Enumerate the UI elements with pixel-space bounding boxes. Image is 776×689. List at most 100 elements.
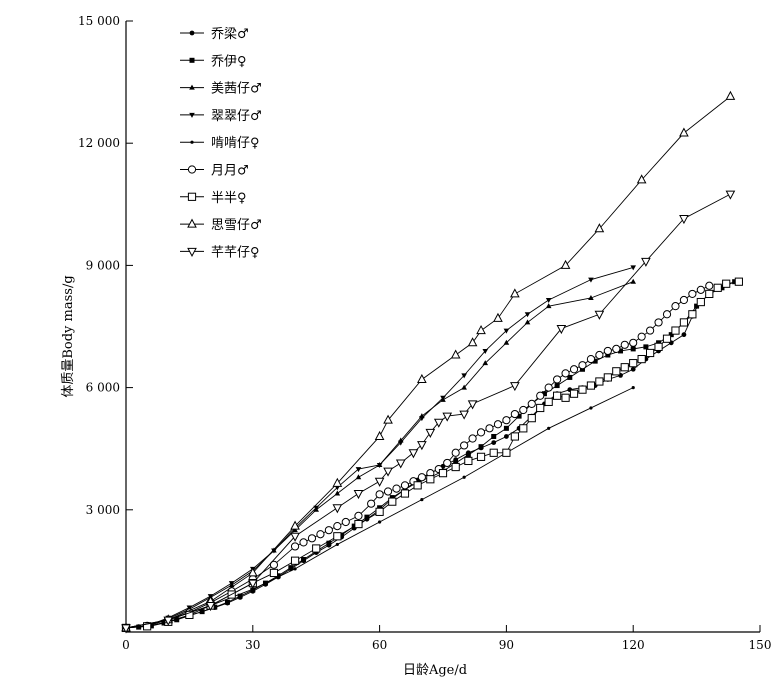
data-point: [545, 298, 552, 304]
data-point: [148, 623, 154, 629]
data-point: [269, 568, 279, 578]
data-point: [502, 416, 511, 425]
data-point: [397, 440, 404, 446]
series-line: [125, 285, 710, 629]
data-point: [524, 312, 531, 318]
data-point: [461, 384, 467, 390]
data-point: [491, 440, 497, 445]
legend-label: 乔梁♂: [211, 27, 249, 42]
data-point: [688, 289, 697, 299]
series-7: [121, 277, 743, 633]
data-point: [367, 499, 376, 508]
legend-label: 美茜仔♂: [211, 82, 262, 97]
data-point: [544, 383, 553, 392]
data-point: [679, 127, 689, 137]
legend-label: 月月♂: [211, 164, 249, 179]
x-axis-title: 日龄Age/d: [403, 663, 467, 678]
data-point: [376, 462, 383, 468]
legend-label: 啃啃仔♀: [211, 135, 260, 151]
data-point: [341, 517, 350, 527]
data-point: [705, 289, 714, 299]
data-point: [544, 397, 553, 406]
legend-marker: [189, 57, 195, 63]
data-point: [339, 532, 345, 538]
data-point: [588, 277, 594, 283]
data-point: [333, 532, 342, 541]
data-point: [630, 278, 636, 284]
data-point: [326, 540, 332, 546]
data-point: [383, 487, 393, 496]
data-point: [354, 519, 363, 529]
data-point: [516, 413, 522, 419]
data-point: [527, 414, 536, 423]
y-tick-label: 9 000: [86, 258, 120, 272]
data-point: [491, 433, 497, 439]
data-point: [629, 359, 638, 368]
data-point: [489, 448, 498, 457]
data-point: [594, 310, 605, 320]
x-tick-label: 30: [245, 638, 260, 652]
data-point: [732, 279, 738, 285]
data-point: [662, 334, 672, 343]
data-point: [722, 279, 731, 288]
data-point: [440, 395, 446, 401]
data-point: [143, 622, 152, 631]
data-point: [228, 581, 235, 587]
data-point: [553, 375, 562, 384]
data-point: [212, 604, 218, 610]
data-point: [662, 310, 672, 319]
data-point: [312, 544, 321, 553]
data-point: [460, 441, 469, 450]
data-point: [174, 617, 180, 623]
data-point: [569, 389, 579, 398]
data-point: [643, 344, 649, 350]
data-point: [451, 448, 460, 457]
data-point: [459, 410, 469, 420]
series-line: [125, 316, 693, 628]
data-point: [324, 526, 333, 535]
legend-marker: [189, 112, 195, 118]
data-point: [205, 602, 216, 612]
data-point: [353, 490, 364, 500]
data-point: [536, 391, 545, 400]
data-point: [586, 354, 596, 364]
data-point: [641, 257, 651, 267]
data-point: [290, 542, 300, 551]
data-point: [408, 449, 419, 459]
data-point: [288, 565, 294, 571]
data-point: [578, 385, 587, 394]
data-point: [595, 377, 604, 386]
data-point: [725, 90, 736, 100]
data-point: [694, 303, 700, 309]
data-point: [719, 285, 725, 291]
data-point: [467, 400, 478, 410]
data-point: [467, 337, 478, 347]
data-point: [560, 259, 571, 269]
data-point: [271, 548, 277, 554]
x-tick-label: 120: [622, 638, 645, 652]
data-point: [618, 348, 624, 354]
data-point: [476, 428, 486, 437]
data-point: [629, 338, 638, 347]
data-point: [290, 520, 300, 530]
data-point: [413, 481, 422, 490]
data-point: [510, 432, 519, 441]
data-point: [519, 424, 528, 433]
data-point: [536, 403, 545, 413]
data-point: [586, 381, 596, 390]
legend-marker: [189, 84, 195, 90]
data-point: [355, 474, 362, 480]
data-point: [636, 174, 647, 184]
data-point: [354, 511, 363, 521]
data-point: [493, 420, 503, 429]
data-point: [426, 475, 435, 484]
data-point: [121, 624, 131, 634]
series-2: [123, 279, 738, 631]
data-point: [493, 312, 503, 322]
data-point: [307, 534, 317, 543]
data-point: [275, 573, 281, 579]
data-point: [524, 319, 531, 325]
legend-label: 芊芊仔♀: [211, 244, 260, 260]
